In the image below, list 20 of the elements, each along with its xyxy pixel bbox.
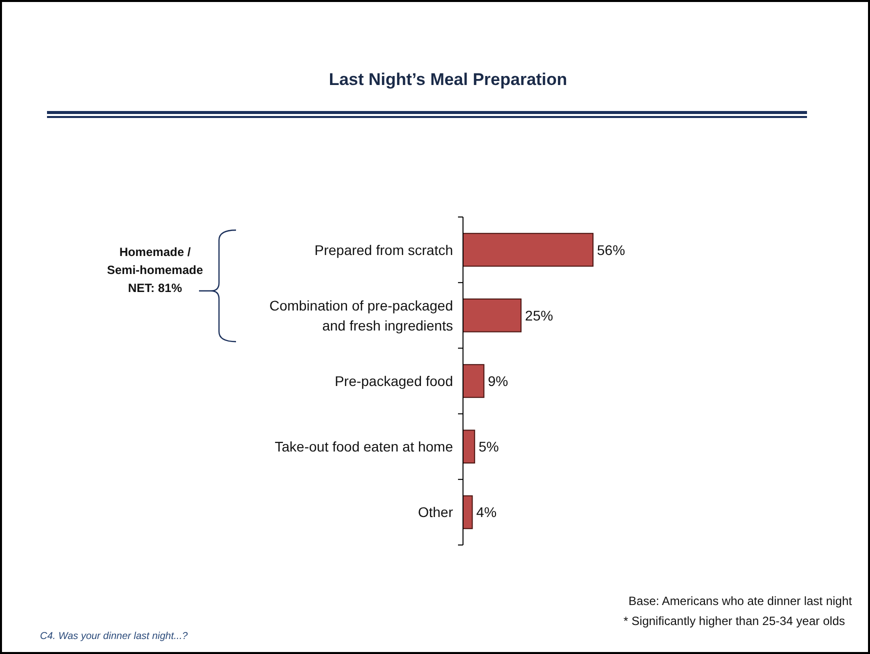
bar (462, 495, 473, 530)
y-tick-label: Other (418, 504, 454, 520)
data-label: 4% (476, 504, 497, 520)
y-tick-label: Pre-packaged food (334, 373, 453, 389)
y-tick-label: Prepared from scratch (314, 242, 453, 258)
text: * Significantly higher than 25-34 year olds (624, 614, 845, 628)
data-label: 56% (597, 242, 626, 258)
text: Homemade / Semi-homemade NET: 81% (106, 244, 204, 295)
text: Base: Americans who ate dinner last night (628, 594, 853, 608)
data-label: 9% (488, 373, 508, 389)
text: C4. Was your dinner last night...? (40, 631, 188, 642)
bar (462, 298, 522, 332)
data-label: 25% (525, 307, 554, 324)
y-tick-label: Take-out food eaten at home (274, 438, 454, 455)
chart-title: Last Night’s Meal Preparation (328, 70, 568, 89)
bar (462, 430, 476, 464)
bar (462, 364, 484, 398)
bar (462, 232, 594, 267)
data-label: 5% (478, 438, 499, 455)
y-tick-label: Combination of pre-packaged and fresh ingredients (269, 297, 453, 334)
